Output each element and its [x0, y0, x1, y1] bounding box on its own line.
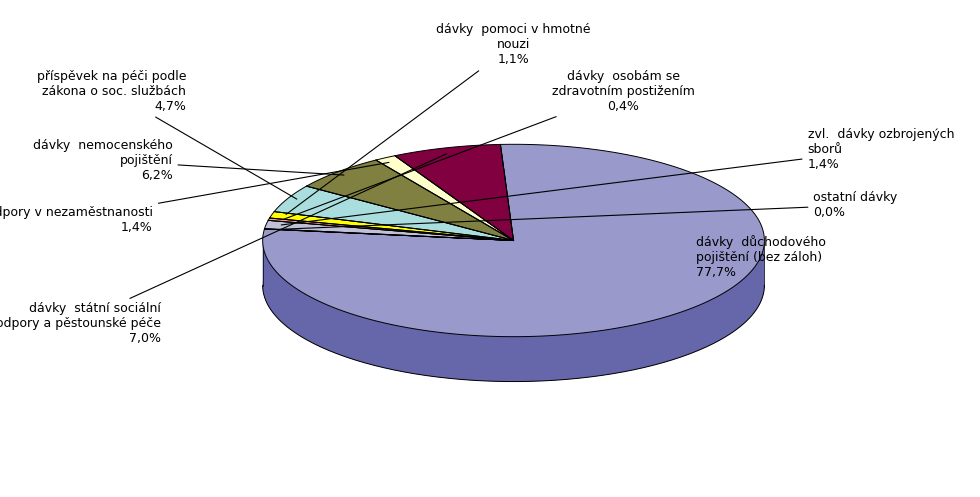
Text: dávky  osobám se
zdravotním postižením
0,4%: dávky osobám se zdravotním postižením 0,…: [283, 70, 695, 219]
Polygon shape: [270, 212, 514, 241]
Text: podpory v nezaměstnanosti
1,4%: podpory v nezaměstnanosti 1,4%: [0, 163, 389, 234]
Polygon shape: [395, 145, 514, 241]
Text: dávky  státní sociální
podpory a pěstounské péče
7,0%: dávky státní sociální podpory a pěstouns…: [0, 154, 447, 345]
Text: dávky  nemocenského
pojištění
6,2%: dávky nemocenského pojištění 6,2%: [32, 139, 344, 182]
Polygon shape: [263, 241, 764, 382]
Polygon shape: [274, 186, 514, 241]
Polygon shape: [265, 220, 514, 241]
Polygon shape: [263, 144, 764, 336]
Polygon shape: [269, 218, 514, 241]
Text: dávky  důchodového
pojištění (bez záloh)
77,7%: dávky důchodového pojištění (bez záloh) …: [696, 235, 826, 278]
Polygon shape: [307, 160, 514, 241]
Polygon shape: [265, 229, 514, 241]
Polygon shape: [263, 189, 764, 382]
Polygon shape: [376, 156, 514, 241]
Text: zvl.  dávky ozbrojených
sborů
1,4%: zvl. dávky ozbrojených sborů 1,4%: [281, 128, 954, 225]
Text: příspěvek na péči podle
zákona o soc. službách
4,7%: příspěvek na péči podle zákona o soc. sl…: [36, 70, 297, 199]
Text: dávky  pomoci v hmotné
nouzi
1,1%: dávky pomoci v hmotné nouzi 1,1%: [286, 23, 591, 214]
Text: ostatní dávky
0,0%: ostatní dávky 0,0%: [279, 191, 898, 229]
